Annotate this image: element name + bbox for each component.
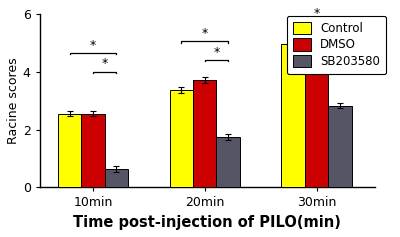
Bar	[170, 90, 193, 187]
Text: *: *	[202, 27, 208, 40]
Bar	[282, 44, 305, 187]
Bar	[193, 80, 216, 187]
Text: *: *	[314, 7, 320, 20]
Text: *: *	[325, 18, 331, 31]
Text: *: *	[102, 57, 108, 70]
Bar	[58, 114, 81, 187]
Bar	[305, 45, 328, 187]
Y-axis label: Racine scores: Racine scores	[7, 57, 20, 144]
Bar	[328, 106, 352, 187]
Bar	[81, 114, 105, 187]
X-axis label: Time post-injection of PILO(min): Time post-injection of PILO(min)	[74, 215, 341, 230]
Bar	[216, 137, 240, 187]
Text: *: *	[213, 46, 220, 59]
Text: *: *	[90, 39, 96, 51]
Legend: Control, DMSO, SB203580: Control, DMSO, SB203580	[287, 16, 386, 74]
Bar	[105, 169, 128, 187]
